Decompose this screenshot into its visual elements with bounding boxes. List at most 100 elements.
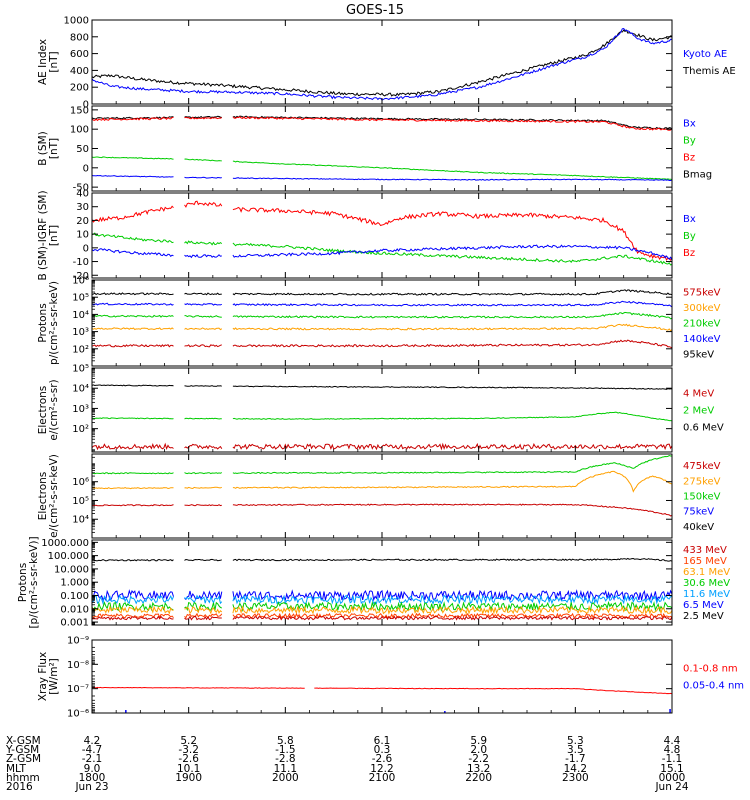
legend-Bmag: Bmag [683, 170, 712, 181]
series-b-By [92, 156, 672, 180]
series-ae-Kyoto-AE [92, 27, 672, 101]
ephemeris-cell: 0000 [659, 772, 686, 784]
ytick-label: 10⁵ [72, 364, 89, 375]
yunit-electrons_hi: e/(cm²-s-sr) [48, 379, 60, 440]
yunit-protons_low: p/(cm²-s-sr-keV) [48, 281, 60, 365]
panel-protons_low: 10² 10³ 10⁴ 10⁵ 10⁶ Protons p/(cm²-s-sr-keV) 57… [37, 276, 721, 367]
panel-electrons_low-frame [91, 453, 673, 539]
ytick-label: 10⁻⁷ [67, 684, 89, 695]
series-protons_low-95keV [92, 289, 672, 296]
ephemeris-cell: -1.1 [662, 753, 683, 765]
ytick-label: 10⁴ [72, 310, 89, 321]
ephemeris-row-label: Y-GSM [5, 744, 39, 756]
panel-protons_hi-series [92, 557, 672, 621]
panel-electrons_low: 10⁴ 10⁵ 10⁶ Electrons e/(cm²-s-sr-keV) 475keV… [37, 453, 721, 539]
panel-electrons_low-series [92, 454, 672, 517]
yunit-b: [nT] [48, 138, 60, 159]
panel-b: -50 0 50 100 150 B (SM) [nT] Bx By Bz Bmag [37, 105, 712, 193]
ephemeris-cell: 12.2 [370, 763, 393, 775]
legend-140keV: 140keV [683, 334, 721, 345]
legend-2.5-MeV: 2.5 MeV [683, 611, 724, 622]
ylabel-protons_low: Protons [37, 303, 49, 342]
panel-b-series [92, 115, 672, 181]
ytick-label: 800 [70, 32, 89, 43]
ephemeris-cell: Jun 23 [74, 781, 108, 793]
series-protons_low-140keV [92, 300, 672, 308]
ytick-label: 10³ [72, 404, 89, 415]
ephemeris-cell: 0.3 [374, 744, 391, 756]
ytick-label: 10⁴ [72, 515, 89, 526]
legend-11.6-MeV: 11.6 MeV [683, 589, 730, 600]
legend-95keV: 95keV [683, 350, 714, 361]
yunit-db: [nT] [48, 225, 60, 246]
series-b-Bmag [92, 115, 672, 130]
ephemeris-cell: 11.1 [274, 763, 297, 775]
ephemeris-cell: -3.2 [178, 744, 199, 756]
panel-db-frame [91, 192, 673, 279]
ephemeris-cell: 6.1 [374, 735, 391, 747]
ytick-label: 10² [72, 344, 89, 355]
ytick-label: 1.000 [60, 578, 89, 589]
legend-By: By [683, 136, 696, 147]
ephemeris-row-label: 2016 [6, 781, 33, 793]
ephemeris-row-label: X-GSM [6, 735, 41, 747]
ytick-label: 10⁵ [72, 293, 89, 304]
panel-db: -20 -10 0 10 20 30 40 B (SM)-IGRF (SM) [nT] Bx By B… [37, 189, 696, 282]
ytick-label: 10⁵ [72, 496, 89, 507]
ephemeris-cell: 2100 [369, 772, 396, 784]
ytick-label: -20 [73, 271, 89, 282]
ephemeris-cell: -2.6 [178, 753, 199, 765]
ytick-label: 1000 [64, 16, 89, 27]
ephemeris-row-label: Z-GSM [6, 753, 41, 765]
ytick-label: 10⁴ [72, 384, 89, 395]
ephemeris-cell: -2.2 [468, 753, 489, 765]
ytick-label: 10⁶ [72, 477, 89, 488]
ytick-label: 0.001 [60, 618, 89, 629]
panel-xray-frame [91, 639, 673, 714]
legend-6.5-MeV: 6.5 MeV [683, 600, 724, 611]
ytick-label: 100.000 [48, 551, 89, 562]
legend-30.6-MeV: 30.6 MeV [683, 578, 730, 589]
series-protons_hi-2.5-MeV [92, 557, 672, 562]
ytick-label: 10³ [72, 327, 89, 338]
panel-db-series [92, 200, 672, 266]
series-electrons_low-275keV [92, 470, 672, 493]
legend-300keV: 300keV [683, 303, 721, 314]
series-ae-Themis-AE [92, 29, 672, 97]
ephemeris-cell: 5.8 [277, 735, 294, 747]
ytick-label: 20 [76, 216, 89, 227]
legend-Themis-AE: Themis AE [682, 66, 736, 77]
legend-4-MeV: 4 MeV [683, 389, 714, 400]
legend-475keV: 475keV [683, 461, 721, 472]
ephemeris-cell: 4.2 [84, 735, 101, 747]
ephemeris-cell: -4.7 [82, 744, 103, 756]
series-db-Bz [92, 200, 672, 262]
ytick-label: 10² [72, 424, 89, 435]
legend-0.1-0.8-nm: 0.1-0.8 nm [683, 664, 738, 675]
legend-Bz: Bz [683, 248, 695, 259]
legend-Bx: Bx [683, 214, 696, 225]
ylabel-ae: AE Index [37, 39, 49, 85]
ytick-label: 0 [83, 163, 89, 174]
panel-electrons_hi-frame [91, 367, 673, 453]
ephemeris-cell: 13.2 [467, 763, 490, 775]
ephemeris-row-label: hhmm [6, 772, 40, 784]
legend-0.6-MeV: 0.6 MeV [683, 423, 724, 434]
legend-63.1-MeV: 63.1 MeV [683, 567, 730, 578]
legend-Bx: Bx [683, 119, 696, 130]
ytick-label: 50 [76, 144, 89, 155]
ytick-label: 600 [70, 49, 89, 60]
panel-ae: 0 200 400 600 800 1000 AE Index [nT] Kyoto AE The… [37, 16, 736, 111]
ylabel-protons_hi: Protons [17, 563, 29, 602]
ytick-label: 30 [76, 202, 89, 213]
yunit-ae: [nT] [48, 51, 60, 72]
ephemeris-cell: 3.5 [567, 744, 584, 756]
ytick-label: 0 [83, 100, 89, 111]
panel-electrons_hi: 10² 10³ 10⁴ 10⁵ Electrons e/(cm²-s-sr) 4 MeV 2 … [37, 364, 724, 453]
ylabel-electrons_hi: Electrons [37, 386, 49, 435]
ytick-label: 1000.000 [41, 538, 89, 549]
legend-40keV: 40keV [683, 522, 714, 533]
ephemeris-cell: 4.8 [664, 744, 681, 756]
ephemeris-cell: 2.0 [470, 744, 487, 756]
